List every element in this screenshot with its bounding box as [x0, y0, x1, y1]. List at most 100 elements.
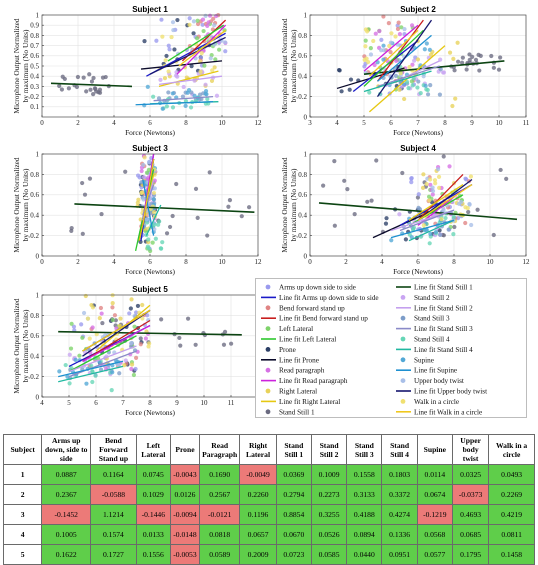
- y-tick-label: 0.5: [30, 62, 39, 70]
- x-tick-label: 10: [219, 258, 227, 266]
- point-upper-body-twist: [212, 23, 217, 28]
- y-tick-label: 0.6: [298, 191, 307, 199]
- legend-entry-line-fit-right-lateral: Line fit Right Lateral: [261, 398, 340, 406]
- column-header-prone: Prone: [169, 434, 200, 465]
- point-upper-body-twist: [128, 341, 134, 346]
- legend-label: Stand Still 4: [414, 336, 450, 344]
- point-upper-body-twist: [144, 217, 149, 222]
- point-right-lateral: [212, 65, 217, 70]
- point-arms-up-down-side-to-side: [159, 17, 164, 22]
- x-tick-label: 12: [255, 119, 263, 127]
- point-read-paragraph: [214, 13, 219, 19]
- point-supine: [151, 197, 156, 202]
- legend-entry-arms-up-down-side-to-side: Arms up down side to side: [265, 284, 356, 292]
- x-tick-label: 4: [112, 119, 116, 127]
- point-stand-still-1: [113, 318, 118, 323]
- point-walk-in-a-circle: [142, 155, 147, 160]
- point-stand-still-4: [170, 105, 176, 110]
- table-cell: -0.0053: [169, 544, 200, 565]
- point-walk-in-a-circle: [465, 206, 470, 211]
- point-upper-body-twist: [141, 162, 146, 168]
- point-left-lateral: [150, 240, 155, 245]
- fit-line-walk-in-a-circle: [82, 309, 151, 352]
- point-walk-in-a-circle: [151, 190, 157, 196]
- legend-label: Line fit Walk in a circle: [414, 408, 482, 416]
- column-header-bend-forward-stand-up: Bend Forward Stand up: [90, 434, 137, 465]
- x-tick-label: 6: [416, 258, 420, 266]
- x-tick-label: 7: [416, 119, 420, 127]
- column-header-arms-up-down-side-to-side: Arms up down, side to side: [41, 434, 92, 465]
- point-upper-body-twist: [152, 186, 157, 191]
- point-arms-up-down-side-to-side: [379, 37, 384, 42]
- legend-entry-right-lateral: Right Lateral: [265, 388, 317, 396]
- point-left-lateral: [146, 167, 152, 173]
- subject-4-plot: 0 2 4 6 8 10 12 0 0.2 0.4 0.6 0.8 1 Subject 4 Force (N…: [280, 144, 530, 276]
- table-cell: 0.0685: [451, 524, 490, 545]
- point-supine: [427, 47, 432, 52]
- point-prone: [164, 53, 169, 59]
- point-stand-still-1: [467, 52, 472, 57]
- table-cell: 0.0887: [41, 464, 92, 485]
- legend-marker: [265, 409, 271, 415]
- table-cell: 0.0126: [169, 484, 200, 505]
- point-right-lateral: [129, 362, 135, 367]
- fit-line-stand-still-1: [318, 202, 518, 221]
- table-row: 5 0.1622 0.1727 0.1556 -0.0053 0.0589 0.2009 0.…: [2, 544, 535, 565]
- point-stand-still-1: [174, 181, 179, 187]
- legend-entry-stand-still-3: Stand Still 3: [400, 315, 450, 323]
- point-left-lateral: [368, 46, 373, 51]
- x-tick-label: 4: [40, 399, 44, 407]
- fit-line-bend-forward-stand-up: [376, 19, 424, 82]
- fit-line-supine: [135, 101, 214, 106]
- y-tick-label: 0: [36, 252, 40, 260]
- x-tick-label: 2: [344, 258, 348, 266]
- point-stand-still-1: [441, 233, 446, 238]
- table-cell: 0.0114: [416, 464, 453, 485]
- point-stand-still-1: [193, 186, 199, 192]
- point-right-lateral: [117, 323, 122, 329]
- point-arms-up-down-side-to-side: [154, 38, 159, 43]
- point-supine: [84, 381, 89, 386]
- x-tick-label: 11: [523, 119, 530, 127]
- point-stand-still-1: [352, 212, 357, 217]
- point-stand-still-4: [188, 105, 194, 110]
- legend-label: Stand Still 1: [279, 408, 315, 416]
- point-right-lateral: [402, 96, 407, 102]
- point-walk-in-a-circle: [210, 68, 215, 73]
- point-stand-still-1: [460, 55, 465, 60]
- point-stand-still-1: [80, 231, 85, 236]
- point-stand-still-1: [88, 87, 93, 92]
- point-walk-in-a-circle: [433, 181, 438, 186]
- point-stand-still-3: [166, 90, 171, 95]
- x-tick-label: 4: [380, 258, 384, 266]
- table-cell: 0.0894: [346, 524, 383, 545]
- point-right-lateral: [83, 293, 88, 299]
- table-cell: 0.3133: [346, 484, 383, 505]
- point-upper-body-twist: [467, 201, 472, 207]
- table-cell: 1.1214: [90, 504, 137, 525]
- point-bend-forward-stand-up: [211, 16, 216, 21]
- y-tick-label: 0.7: [30, 42, 39, 50]
- legend-marker: [265, 326, 271, 331]
- legend-label: Right Lateral: [279, 388, 317, 396]
- y-axis-label-line2: by maximum (No Units): [289, 168, 298, 241]
- point-left-lateral: [110, 317, 115, 323]
- point-read-paragraph: [447, 164, 452, 169]
- y-tick-label: 0.6: [30, 52, 39, 60]
- point-walk-in-a-circle: [389, 31, 394, 36]
- point-stand-still-1: [466, 209, 471, 215]
- point-prone: [339, 89, 344, 94]
- subject-1-plot: 0 2 4 6 8 10 12 0.1 0.2 0.3 0.4 0.5 0.6 0.7 0.8 0.9 1 Sub…: [12, 5, 263, 137]
- fit-line-upper-body-twist: [376, 19, 433, 97]
- subject-2-chart: 3 4 5 6 7 8 9 10 11 0 0.2 0.4 0.6 0.8 1 Subject 2 Force …: [268, 3, 536, 141]
- point-stand-still-2: [123, 358, 128, 363]
- fit-line-right-lateral: [158, 70, 219, 88]
- x-tick-label: 6: [148, 119, 152, 127]
- point-upper-body-twist: [430, 185, 435, 190]
- point-stand-still-1: [62, 76, 67, 82]
- fit-line-stand-still-1: [74, 203, 255, 213]
- table-cell: 0.0369: [275, 464, 312, 485]
- point-read-paragraph: [430, 192, 435, 197]
- point-stand-still-4: [418, 90, 423, 96]
- table-cell: -0.1219: [416, 504, 453, 525]
